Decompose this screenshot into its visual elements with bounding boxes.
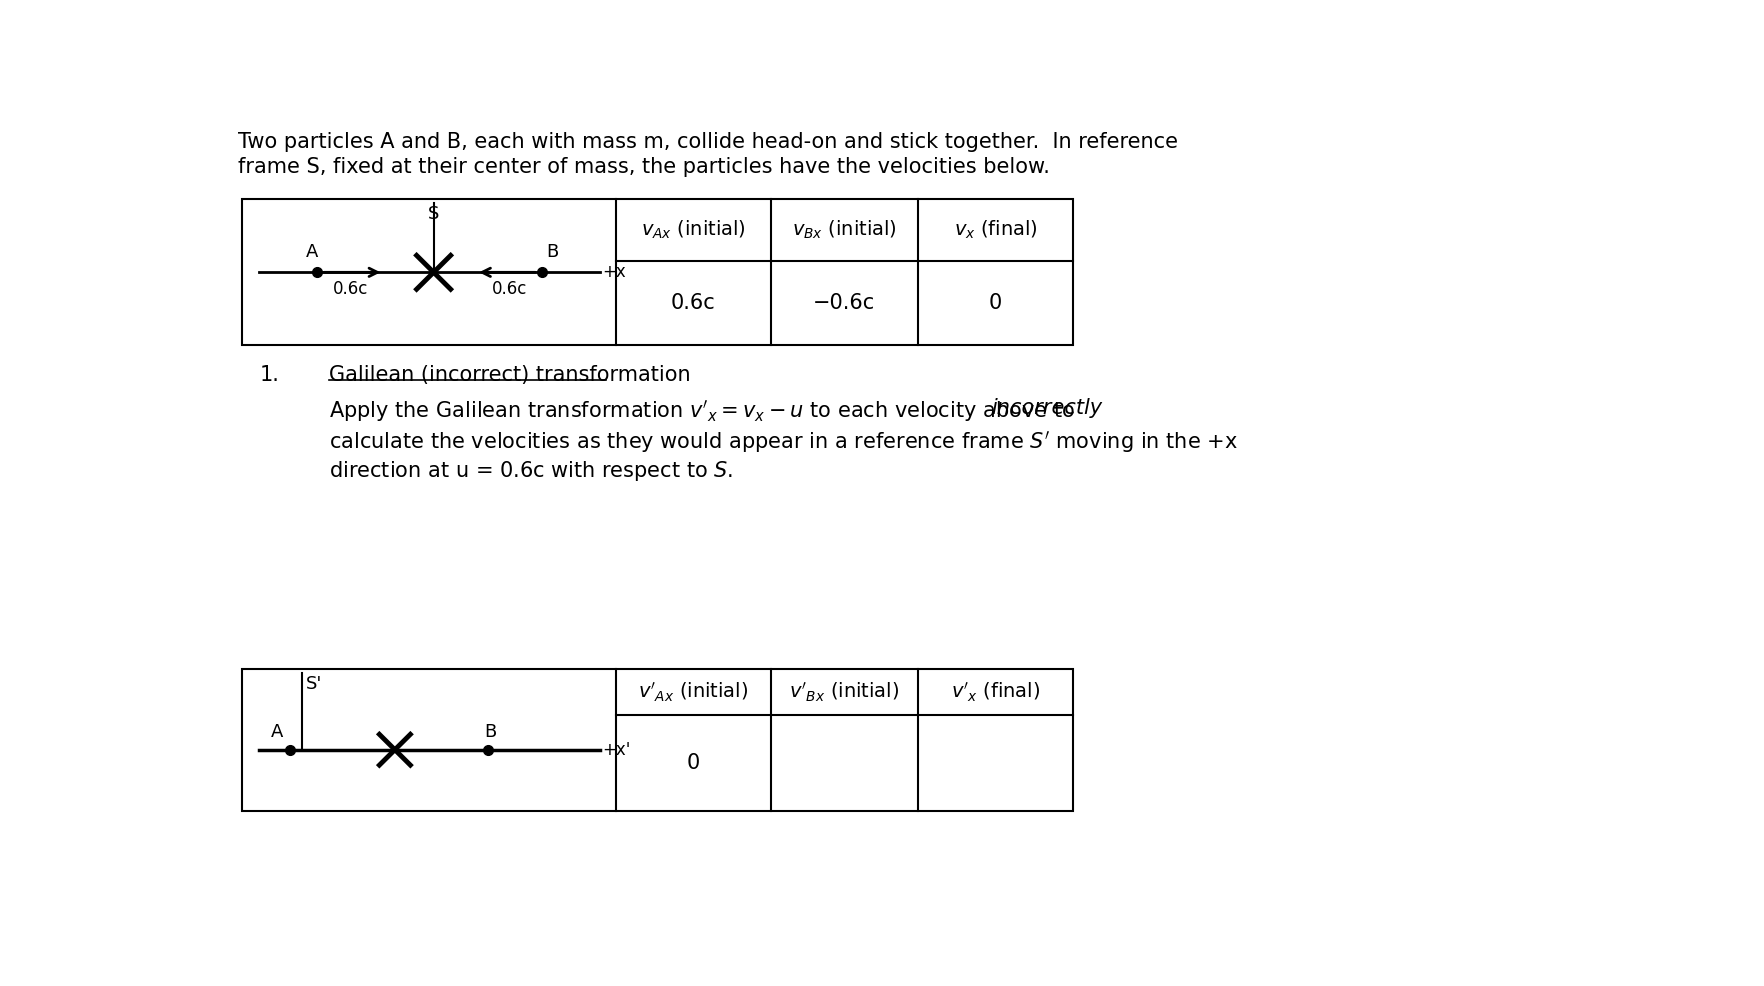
Text: B: B (483, 723, 496, 740)
Text: 0: 0 (686, 753, 700, 773)
Text: $\mathit{v}'_{Bx}$ (initial): $\mathit{v}'_{Bx}$ (initial) (789, 680, 900, 704)
Text: Galilean (incorrect) transformation: Galilean (incorrect) transformation (330, 365, 691, 385)
Bar (242, 669, 1073, 811)
Text: +x: +x (602, 263, 626, 281)
Text: 0: 0 (990, 293, 1002, 314)
Text: Two particles A and B, each with mass m, collide head-on and stick together.  In: Two particles A and B, each with mass m,… (238, 132, 1178, 152)
Text: 0.6c: 0.6c (492, 280, 527, 298)
Text: B: B (547, 244, 557, 261)
Text: A: A (305, 244, 318, 261)
Text: 0.6c: 0.6c (333, 280, 369, 298)
Text: $\mathit{v}_{x}$ (final): $\mathit{v}_{x}$ (final) (954, 219, 1037, 242)
Text: S': S' (305, 675, 323, 693)
Bar (242, 199, 1073, 345)
Text: S: S (429, 205, 439, 224)
Text: $\mathit{v}'_{Ax}$ (initial): $\mathit{v}'_{Ax}$ (initial) (639, 680, 748, 704)
Text: 0.6c: 0.6c (670, 293, 716, 314)
Text: +x': +x' (602, 740, 630, 758)
Text: direction at u = 0.6c with respect to $\mathit{S}$.: direction at u = 0.6c with respect to $\… (330, 459, 734, 483)
Text: A: A (272, 723, 284, 740)
Text: $\mathit{v}'_{x}$ (final): $\mathit{v}'_{x}$ (final) (951, 680, 1041, 704)
Text: 1.: 1. (259, 365, 279, 385)
Text: Apply the Galilean transformation $\mathit{v}'_{\mathit{x}} = \mathit{v}_{\mathi: Apply the Galilean transformation $\math… (330, 397, 1076, 424)
Text: −0.6c: −0.6c (813, 293, 875, 314)
Text: calculate the velocities as they would appear in a reference frame $\mathit{S}'$: calculate the velocities as they would a… (330, 429, 1238, 455)
Text: $\mathit{v}_{Ax}$ (initial): $\mathit{v}_{Ax}$ (initial) (640, 219, 746, 242)
Text: $\mathit{v}_{Bx}$ (initial): $\mathit{v}_{Bx}$ (initial) (792, 219, 896, 242)
Text: incorrectly: incorrectly (991, 397, 1102, 418)
Text: frame S, fixed at their center of mass, the particles have the velocities below.: frame S, fixed at their center of mass, … (238, 157, 1050, 176)
